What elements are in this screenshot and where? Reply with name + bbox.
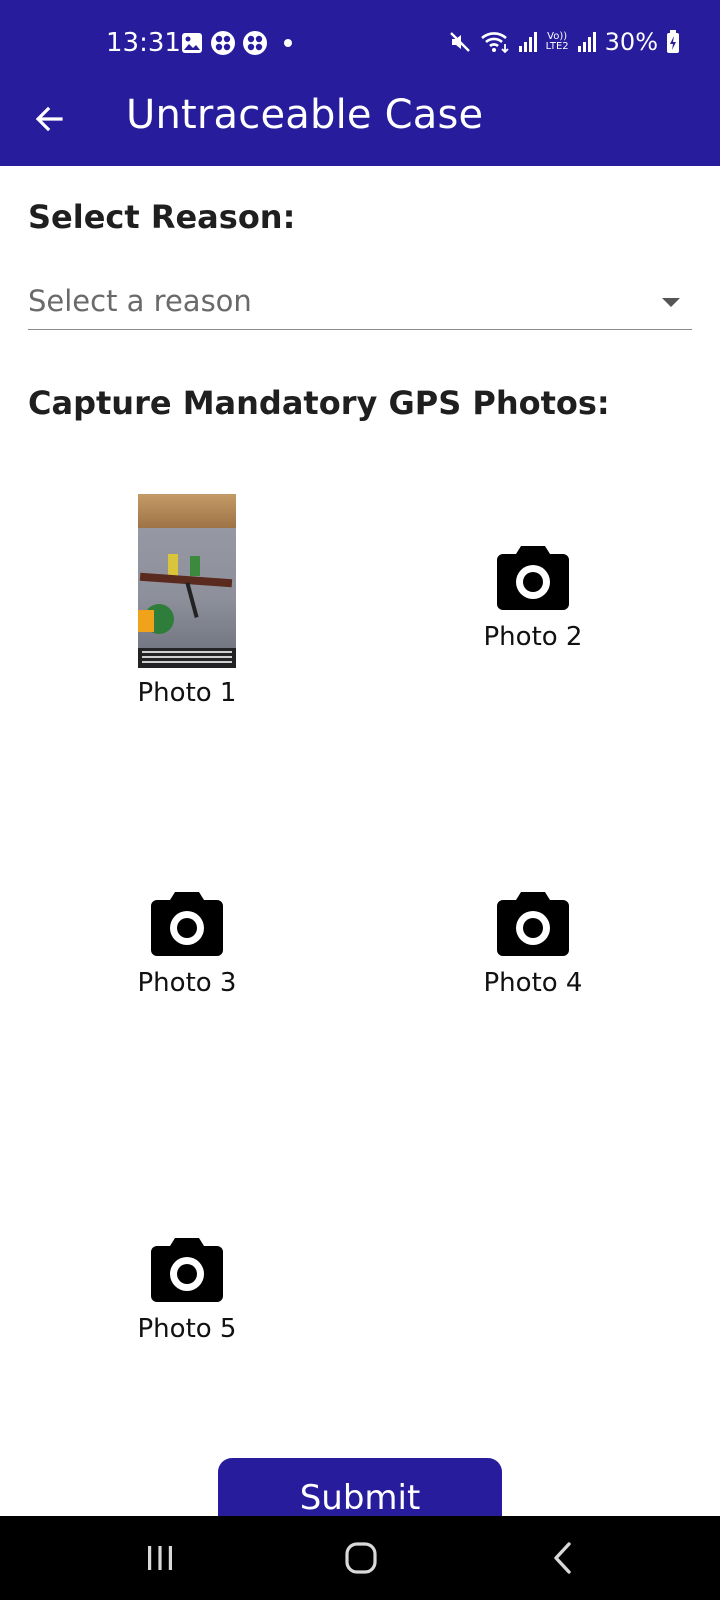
- volte-badge-top: Vo)): [547, 31, 568, 42]
- home-icon: [345, 1542, 377, 1574]
- reason-label: Select Reason:: [28, 198, 296, 236]
- photo-3-label: Photo 3: [137, 968, 237, 998]
- recent-apps-icon: [148, 1546, 172, 1570]
- more-notifications-dot: [284, 39, 292, 47]
- photo-1-thumbnail[interactable]: [138, 494, 236, 668]
- system-navigation-bar: [0, 1516, 720, 1600]
- reason-dropdown[interactable]: Select a reason: [28, 272, 692, 330]
- photo-slot-5[interactable]: Photo 5: [77, 1234, 297, 1344]
- home-button[interactable]: [331, 1532, 391, 1584]
- caret-down-icon: [662, 298, 680, 307]
- app-notification-icon-2: [243, 31, 267, 55]
- camera-icon[interactable]: [149, 888, 225, 958]
- signal-icon-2: [577, 32, 596, 52]
- battery-charging-icon: [667, 30, 679, 53]
- gallery-notification-icon: [182, 33, 202, 53]
- arrow-left-icon: [35, 106, 63, 132]
- battery-percent: 30%: [604, 28, 658, 56]
- photo-slot-2[interactable]: Photo 2: [423, 542, 643, 652]
- signal-icon: [518, 32, 537, 52]
- page-title: Untraceable Case: [126, 92, 484, 138]
- volte-badge: Vo)) LTE2: [546, 32, 569, 52]
- status-time: 13:31: [106, 28, 181, 58]
- photos-label: Capture Mandatory GPS Photos:: [28, 384, 610, 422]
- gps-stamp-overlay: [138, 648, 236, 668]
- photo-1-label: Photo 1: [137, 678, 237, 708]
- wifi-icon: [480, 32, 509, 54]
- volte-badge-bottom: LTE2: [545, 41, 569, 52]
- photo-5-label: Photo 5: [137, 1314, 237, 1344]
- camera-icon[interactable]: [495, 888, 571, 958]
- app-notification-icon: [211, 31, 235, 55]
- status-bar: 13:31 Vo)) LTE2 30%: [0, 0, 720, 88]
- back-chevron-icon: [554, 1542, 571, 1574]
- camera-icon[interactable]: [495, 542, 571, 612]
- mute-icon: [449, 32, 470, 52]
- recent-apps-button[interactable]: [130, 1532, 190, 1584]
- back-button[interactable]: [26, 96, 72, 142]
- photo-slot-3[interactable]: Photo 3: [77, 888, 297, 998]
- system-back-button[interactable]: [533, 1532, 593, 1584]
- system-status-icons: Vo)) LTE2 30%: [448, 28, 680, 56]
- top-app-bar: 13:31 Vo)) LTE2 30% Untraceable Case: [0, 0, 720, 166]
- photo-2-label: Photo 2: [483, 622, 583, 652]
- app-bar: Untraceable Case: [0, 88, 720, 166]
- camera-icon[interactable]: [149, 1234, 225, 1304]
- photo-slot-1[interactable]: Photo 1: [77, 494, 297, 708]
- reason-dropdown-placeholder: Select a reason: [28, 284, 252, 318]
- photo-4-label: Photo 4: [483, 968, 583, 998]
- photo-slot-4[interactable]: Photo 4: [423, 888, 643, 998]
- notification-icons: [180, 30, 292, 56]
